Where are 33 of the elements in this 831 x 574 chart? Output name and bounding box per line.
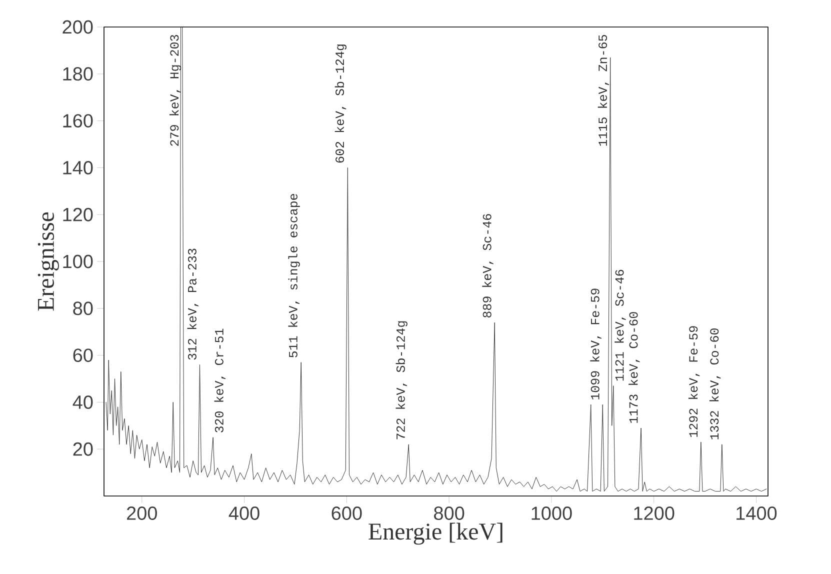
annotation: 889 keV, Sc-46 [482, 214, 494, 318]
y-tick-label: 160 [63, 114, 93, 128]
y-tick-label: 120 [63, 208, 93, 222]
annotation: 1173 keV, Co-60 [628, 312, 640, 423]
annotation: 1121 keV, Sc-46 [614, 270, 626, 381]
annotation: 312 keV, Pa-233 [187, 248, 199, 360]
annotation: 1099 keV, Fe-59 [590, 288, 602, 400]
y-tick-label: 40 [72, 395, 93, 409]
x-tick-label: 200 [126, 506, 157, 520]
y-tick-label: 200 [62, 20, 93, 34]
y-tick-label: 140 [63, 160, 93, 174]
x-tick-label: 1000 [532, 506, 572, 520]
annotation: 511 keV, single escape [288, 194, 300, 358]
y-tick-label: 100 [63, 254, 93, 268]
annotation: 1292 keV, Fe-59 [688, 326, 700, 437]
y-tick-label: 60 [73, 348, 93, 362]
x-axis-title: Energie [keV] [368, 522, 502, 545]
y-tick-label: 80 [73, 302, 93, 316]
x-tick-label: 600 [332, 506, 362, 520]
x-tick-label: 800 [434, 506, 464, 520]
annotation: 1332 keV, Co-60 [709, 328, 721, 440]
x-tick-label: 1400 [736, 506, 777, 520]
annotation: 279 keV, Hg-203 [169, 35, 182, 146]
y-tick-label: 20 [73, 442, 93, 456]
annotation: 722 keV, Sb-124g [396, 321, 408, 440]
y-axis-title: Ereignisse [38, 212, 59, 311]
y-tick-label: 180 [63, 67, 93, 81]
annotation: 1115 keV, Zn-65 [598, 35, 610, 146]
x-tick-label: 1200 [634, 506, 674, 520]
annotation: 320 keV, Cr-51 [214, 328, 226, 432]
line-series [106, 26, 767, 492]
x-tick-label: 400 [228, 506, 260, 520]
annotation: 602 keV, Sb-124g [334, 44, 346, 163]
